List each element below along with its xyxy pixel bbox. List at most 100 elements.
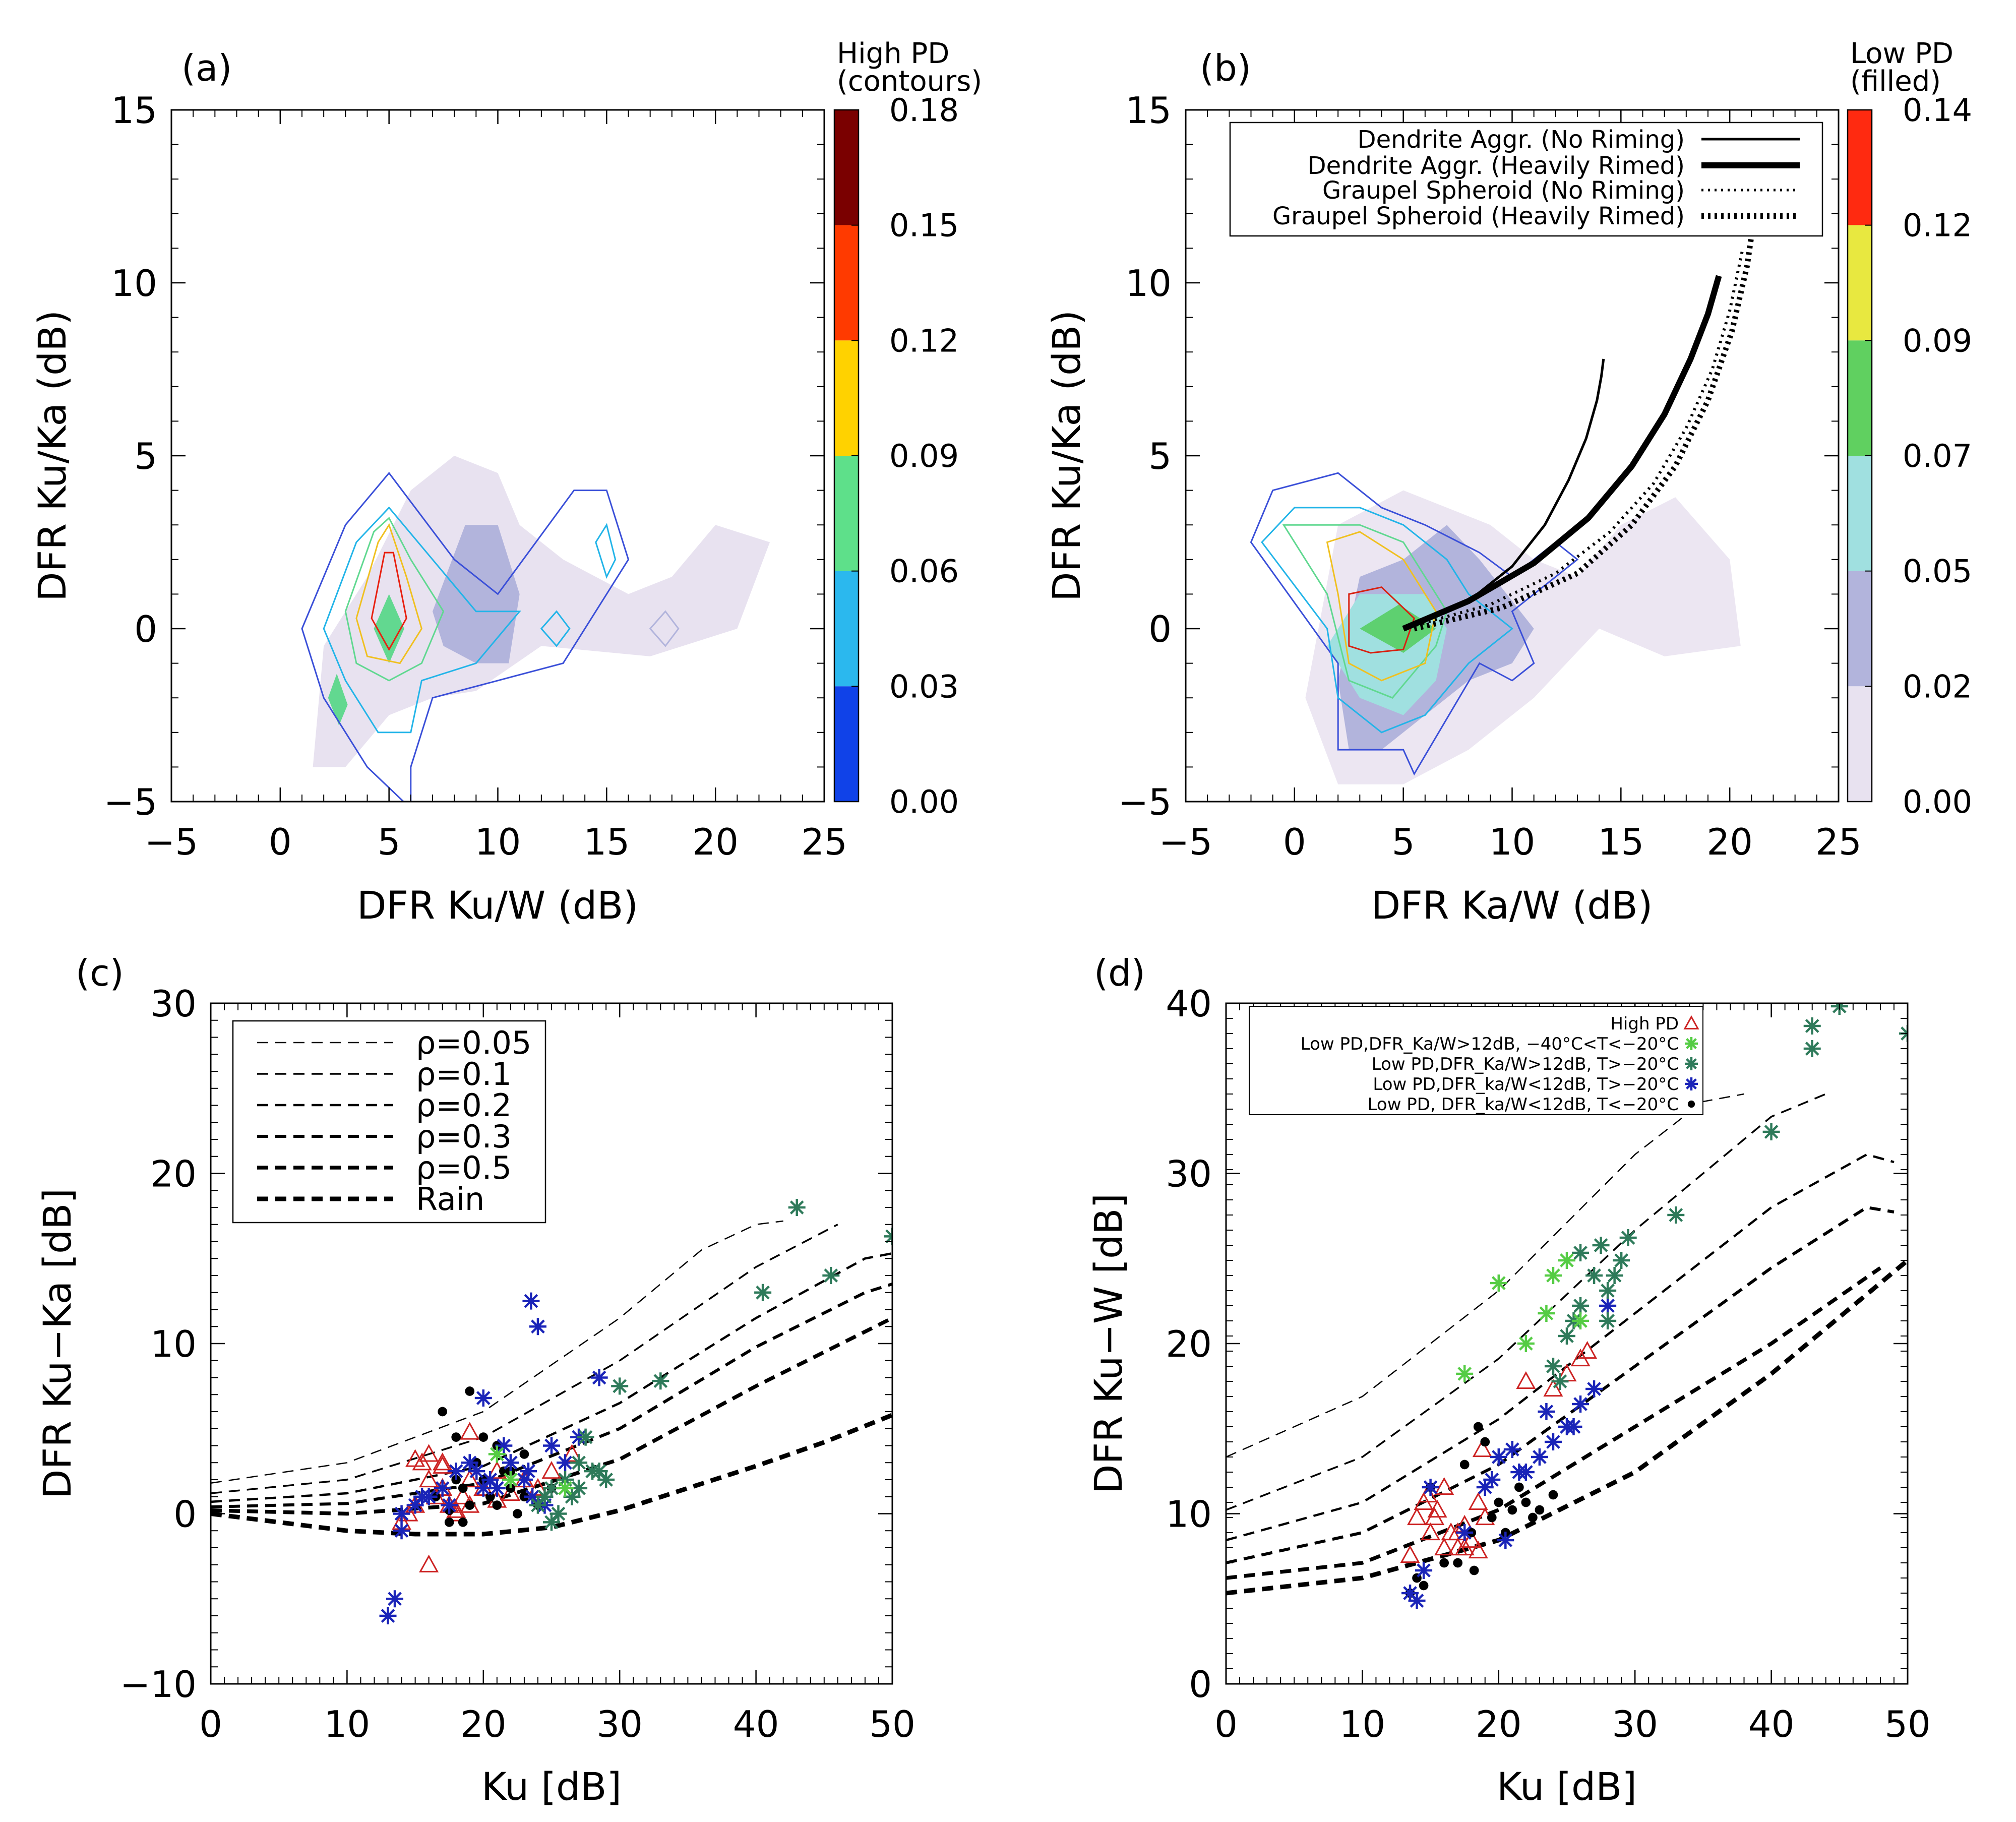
star-stroke [1505,1442,1519,1456]
contour-line [1261,507,1513,734]
star-marker [1599,1312,1617,1329]
star-marker [520,1463,537,1480]
dot-marker [478,1432,488,1442]
star-marker [557,1454,574,1472]
star-stroke [1901,1026,1908,1036]
star-stroke [544,1438,559,1453]
star-stroke [1669,1208,1683,1222]
star-stroke [1423,1480,1438,1494]
panel-a-colorbar-title-2: (contours) [837,65,982,98]
panel-a-ylabel: DFR Ku/Ka (dB) [30,310,75,601]
colorbar-tick-label: 0.07 [1903,438,1972,474]
star-marker [434,1479,451,1497]
star-stroke [388,1592,402,1606]
colorbar-segment [834,686,859,802]
panel-a-filled-contours [313,456,770,767]
contour-line [355,523,423,664]
density-line [1226,1266,1882,1580]
star-marker [1762,1123,1780,1140]
star-marker [1544,1267,1562,1284]
star-marker [1592,1237,1610,1254]
panel-c-legend-box [232,1020,546,1224]
contour-line [595,523,617,579]
star-marker [1558,1252,1575,1269]
star-stroke [1560,1329,1574,1343]
star-marker [1803,1017,1821,1035]
star-marker [1503,1441,1521,1458]
panel-a-xlabel: DFR Ku/W (dB) [357,883,638,928]
star-stroke [1601,1314,1615,1328]
legend-b-item-1: Dendrite Aggr. (No Riming) [1358,126,1685,154]
star-stroke [1417,1563,1431,1577]
star-marker [1538,1305,1555,1322]
star-stroke [1621,1231,1635,1245]
panel-c-ylabel: DFR Ku−Ka [dB] [35,1188,80,1499]
x-tick-label: 5 [1392,821,1415,863]
y-tick-label: 30 [1166,1153,1212,1195]
star-marker [1685,1057,1698,1070]
triangle-marker [1543,1378,1563,1397]
star-stroke [1403,1586,1417,1600]
dot-marker [1419,1581,1429,1591]
panel-b-model-curves [1402,220,1757,632]
dot-marker [438,1407,448,1417]
star-stroke [1410,1594,1424,1608]
triangle-marker [541,1461,562,1479]
panel-c-label: (c) [76,952,124,994]
star-marker [822,1267,840,1284]
legend-b-item-3: Graupel Spheroid (No Riming) [1322,176,1685,205]
star-marker [590,1369,608,1386]
contour-line [1348,586,1416,654]
star-marker [1551,1373,1569,1390]
panel-d-label: (d) [1094,952,1145,994]
x-tick-label: 25 [801,821,847,863]
star-stroke [1546,1435,1560,1449]
star-stroke [544,1481,559,1495]
triangle-marker [1427,1499,1447,1518]
triangle-marker [433,1452,453,1471]
star-marker [543,1437,560,1454]
x-tick-label: 15 [1598,821,1644,863]
dot-marker [1548,1490,1558,1500]
star-stroke [756,1285,770,1300]
legend-b-item-2: Dendrite Aggr. (Heavily Rimed) [1308,152,1685,180]
density-line [211,1283,892,1508]
colorbar-tick-label: 0.18 [889,92,959,129]
star-stroke [592,1464,606,1478]
star-marker [1422,1479,1439,1496]
star-marker [529,1318,546,1335]
density-line [211,1220,783,1484]
star-stroke [1546,1268,1560,1283]
star-marker [1572,1244,1590,1261]
star-marker [1685,1077,1698,1090]
star-stroke [1546,1359,1560,1373]
star-stroke [490,1481,504,1495]
triangle-marker [405,1449,425,1467]
dot-marker [458,1483,468,1493]
star-stroke [1553,1374,1567,1388]
star-stroke [599,1473,613,1487]
x-tick-label: 20 [1706,821,1753,863]
dot-marker [1514,1482,1524,1492]
filled-contour [1360,604,1436,653]
x-tick-label: 10 [324,1703,371,1745]
dot-marker [1535,1505,1545,1515]
x-tick-label: 30 [1612,1703,1658,1745]
star-stroke [1533,1450,1547,1464]
y-tick-label: 15 [1125,89,1172,132]
triangle-marker [460,1422,480,1440]
dot-marker [465,1386,475,1396]
contour-line [371,552,407,651]
contour-line [1282,524,1448,699]
density-line [211,1252,892,1503]
panel-b: (b) −5 0 5 10 15 20 25 −5 0 5 10 15 DFR Ka/W (dB) D… [1044,37,1972,928]
star-marker [461,1454,478,1472]
star-stroke [1457,1526,1472,1540]
panel-d-scatter [1400,1003,1908,1609]
colorbar-segment [834,571,859,687]
star-marker [1456,1365,1474,1382]
colorbar-segment [834,110,859,225]
panel-d-legend-box [1249,1006,1703,1115]
triangle-marker [460,1469,480,1488]
